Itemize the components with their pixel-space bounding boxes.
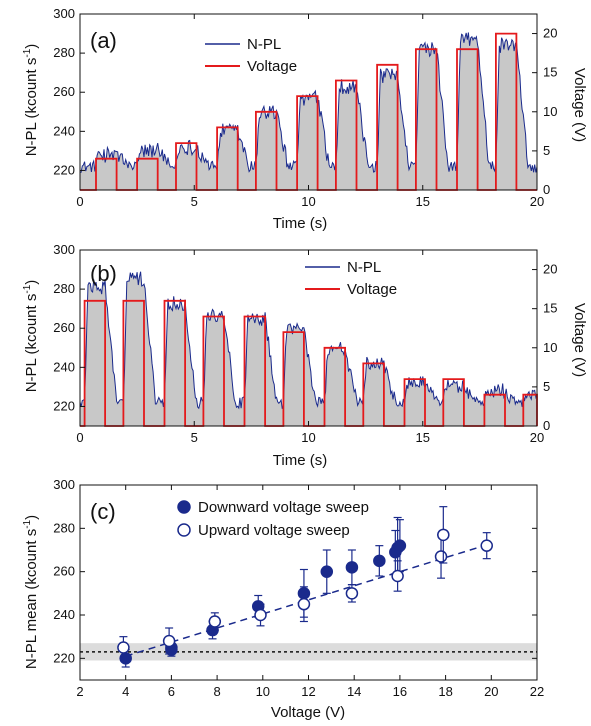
panel-a: 0 5 10 15 20 220 240 260 280 300 0 5 10 15 20 (a) N-PL… xyxy=(22,6,588,232)
legend-a-npl-label: N-PL xyxy=(247,36,281,53)
c-point-upward xyxy=(297,597,311,611)
a-y2tick-label: 10 xyxy=(543,104,557,119)
c-point-upward xyxy=(391,569,404,583)
c-point-upward xyxy=(208,615,222,628)
legend-c-downward-label: Downward voltage sweep xyxy=(198,499,369,516)
c-ytick-label: 280 xyxy=(53,520,75,535)
a-ytick-label: 260 xyxy=(53,84,75,99)
c-xtick-label: 20 xyxy=(484,684,498,699)
c-ytick-label: 300 xyxy=(53,477,75,492)
b-xtick-label: 0 xyxy=(76,430,83,445)
xlabel-c: Voltage (V) xyxy=(271,704,345,721)
c-ytick-label: 220 xyxy=(53,650,75,665)
c-point-upward xyxy=(117,641,130,654)
a-ytick-label: 280 xyxy=(53,45,75,60)
c-xtick-label: 8 xyxy=(213,684,220,699)
a-npl-line xyxy=(80,32,538,173)
b-ytick-label: 280 xyxy=(53,281,75,296)
c-fit-line xyxy=(125,542,492,657)
c-point-downward xyxy=(373,554,386,568)
c-xtick-label: 14 xyxy=(347,684,361,699)
c-point-downward xyxy=(393,539,407,552)
ylabel-b: N-PL (kcount s-1) xyxy=(22,280,40,393)
c-xtick-label: 2 xyxy=(76,684,83,699)
c-ytick-label: 240 xyxy=(53,607,75,622)
c-xtick-label: 18 xyxy=(438,684,452,699)
b-y2tick-label: 10 xyxy=(543,340,557,355)
a-y2tick-label: 15 xyxy=(543,65,557,80)
legend-b-voltage-label: Voltage xyxy=(347,281,397,298)
ylabel-c: N-PL mean (kcount s-1) xyxy=(22,515,40,669)
c-ytick-label: 260 xyxy=(53,564,75,579)
xlabel-a: Time (s) xyxy=(273,215,327,232)
a-xtick-label: 0 xyxy=(76,194,83,209)
legend-c-upward-label: Upward voltage sweep xyxy=(198,522,350,539)
c-point-upward xyxy=(162,634,176,648)
y2label-a: Voltage (V) xyxy=(571,68,588,142)
c-point-upward xyxy=(437,528,450,542)
c-point-upward xyxy=(345,587,359,600)
b-npl-fill xyxy=(80,271,537,426)
c-point-downward xyxy=(345,561,359,574)
a-ytick-label: 240 xyxy=(53,123,75,138)
legend-c-downward-marker xyxy=(177,500,191,514)
b-y2tick-label: 20 xyxy=(543,262,557,277)
c-xtick-label: 16 xyxy=(393,684,407,699)
legend-b-npl-label: N-PL xyxy=(347,259,381,276)
xlabel-b: Time (s) xyxy=(273,452,327,469)
a-ytick-label: 300 xyxy=(53,6,75,21)
b-npl-line xyxy=(79,271,538,410)
c-xtick-label: 10 xyxy=(256,684,270,699)
b-y2tick-label: 0 xyxy=(543,418,550,433)
a-npl-fill xyxy=(80,32,537,190)
b-xtick-label: 10 xyxy=(301,430,315,445)
a-voltage-line xyxy=(80,32,537,191)
a-xtick-label: 20 xyxy=(530,194,544,209)
ylabel-a: N-PL (kcount s-1) xyxy=(22,44,40,157)
panel-c-label: (c) xyxy=(90,499,116,524)
b-y2tick-label: 5 xyxy=(543,379,550,394)
b-y2tick-label: 15 xyxy=(543,301,557,316)
a-xtick-label: 15 xyxy=(416,194,430,209)
legend-a-voltage-label: Voltage xyxy=(247,58,297,75)
a-xtick-label: 5 xyxy=(191,194,198,209)
panel-b: 0 5 10 15 20 220 240 260 280 300 0 5 10 15 20 (b) N-PL… xyxy=(22,242,588,469)
panel-a-label: (a) xyxy=(90,28,117,53)
c-point-upward xyxy=(480,539,493,552)
legend-c-upward-marker xyxy=(177,523,191,537)
y2label-b: Voltage (V) xyxy=(571,303,588,377)
a-xtick-label: 10 xyxy=(301,194,315,209)
panel-b-label: (b) xyxy=(90,261,117,286)
c-xtick-label: 22 xyxy=(530,684,544,699)
c-point-downward xyxy=(320,565,334,578)
b-xtick-label: 5 xyxy=(191,430,198,445)
b-ytick-label: 220 xyxy=(53,398,75,413)
c-xtick-label: 4 xyxy=(122,684,129,699)
b-ytick-label: 300 xyxy=(53,242,75,257)
c-xtick-label: 6 xyxy=(168,684,175,699)
c-xtick-label: 12 xyxy=(301,684,315,699)
panel-c: 2 4 6 8 10 12 14 16 18 20 22 220 240 260 280 300 (c) Do… xyxy=(22,477,544,721)
a-y2tick-label: 5 xyxy=(543,143,550,158)
c-point-upward xyxy=(254,608,267,622)
b-xtick-label: 20 xyxy=(530,430,544,445)
b-xtick-label: 15 xyxy=(416,430,430,445)
a-y2tick-label: 20 xyxy=(543,26,557,41)
b-ytick-label: 240 xyxy=(53,359,75,374)
b-ytick-label: 260 xyxy=(53,320,75,335)
a-y2tick-label: 0 xyxy=(543,182,550,197)
c-point-upward xyxy=(434,550,448,563)
a-ytick-label: 220 xyxy=(53,162,75,177)
